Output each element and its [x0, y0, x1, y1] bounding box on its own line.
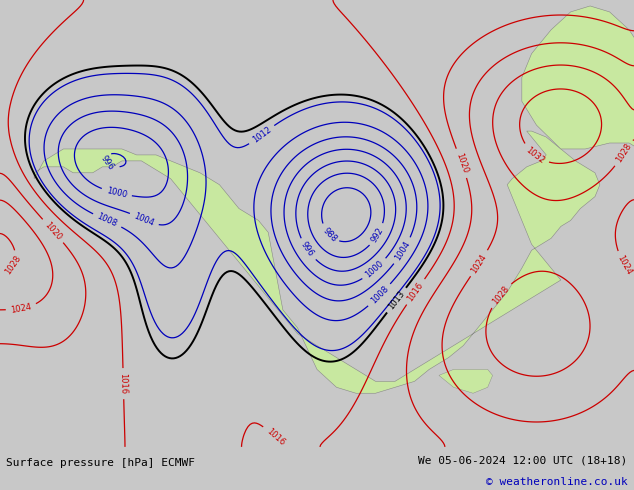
Text: 1008: 1008 [96, 212, 119, 229]
Text: We 05-06-2024 12:00 UTC (18+18): We 05-06-2024 12:00 UTC (18+18) [418, 456, 628, 466]
Text: 992: 992 [370, 226, 385, 244]
Text: 1008: 1008 [369, 285, 390, 306]
Text: 1004: 1004 [133, 211, 155, 227]
Text: 1024: 1024 [615, 254, 633, 277]
Text: Surface pressure [hPa] ECMWF: Surface pressure [hPa] ECMWF [6, 458, 195, 468]
Text: 1024: 1024 [10, 302, 32, 315]
Text: 1028: 1028 [490, 284, 510, 306]
Polygon shape [34, 131, 600, 393]
Text: 1028: 1028 [614, 142, 633, 164]
Polygon shape [522, 6, 634, 149]
Text: © weatheronline.co.uk: © weatheronline.co.uk [486, 477, 628, 487]
Text: 1024: 1024 [470, 252, 489, 274]
Text: 1013: 1013 [387, 289, 406, 311]
Text: 1028: 1028 [3, 254, 23, 276]
Text: 1016: 1016 [264, 426, 286, 447]
Text: 1016: 1016 [119, 373, 128, 394]
Text: 1004: 1004 [394, 240, 412, 262]
Text: 1012: 1012 [250, 125, 273, 145]
Text: 1000: 1000 [364, 259, 385, 280]
Text: 1020: 1020 [454, 152, 469, 174]
Text: 1032: 1032 [524, 145, 547, 165]
Text: 988: 988 [321, 226, 338, 244]
Text: 1020: 1020 [42, 220, 63, 242]
Text: 1000: 1000 [105, 186, 128, 200]
Polygon shape [439, 369, 493, 393]
Text: 996: 996 [100, 154, 116, 172]
Text: 1016: 1016 [406, 281, 425, 303]
Text: 996: 996 [299, 241, 316, 259]
